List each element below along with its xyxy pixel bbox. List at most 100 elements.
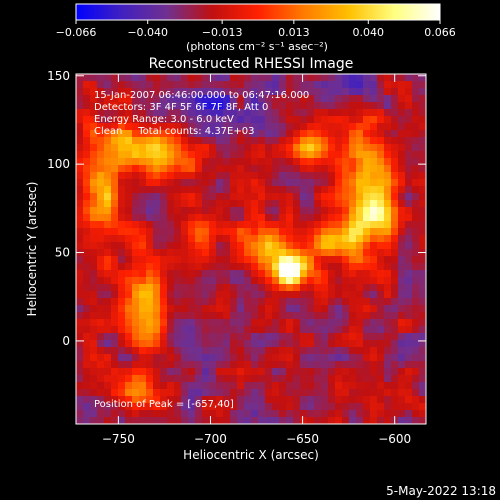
- heatmap-cell: [139, 389, 146, 396]
- heatmap-cell: [244, 396, 251, 403]
- heatmap-cell: [265, 312, 272, 319]
- heatmap-cell: [300, 319, 307, 326]
- heatmap-cell: [97, 158, 104, 165]
- heatmap-cell: [384, 74, 391, 81]
- heatmap-cell: [251, 270, 258, 277]
- heatmap-cell: [216, 165, 223, 172]
- heatmap-cell: [251, 214, 258, 221]
- heatmap-cell: [244, 207, 251, 214]
- heatmap-cell: [419, 410, 426, 417]
- heatmap-cell: [335, 284, 342, 291]
- heatmap-cell: [188, 207, 195, 214]
- heatmap-cell: [90, 375, 97, 382]
- heatmap-cell: [118, 95, 125, 102]
- heatmap-cell: [321, 417, 328, 424]
- heatmap-cell: [370, 410, 377, 417]
- heatmap-cell: [251, 361, 258, 368]
- heatmap-cell: [216, 81, 223, 88]
- heatmap-cell: [230, 361, 237, 368]
- heatmap-cell: [111, 368, 118, 375]
- heatmap-cell: [90, 270, 97, 277]
- heatmap-cell: [251, 151, 258, 158]
- heatmap-cell: [286, 312, 293, 319]
- heatmap-cell: [279, 256, 286, 263]
- heatmap-cell: [251, 284, 258, 291]
- heatmap-cell: [160, 263, 167, 270]
- heatmap-cell: [328, 263, 335, 270]
- heatmap-cell: [363, 333, 370, 340]
- heatmap-cell: [370, 277, 377, 284]
- heatmap-cell: [377, 396, 384, 403]
- heatmap-cell: [314, 214, 321, 221]
- heatmap-cell: [300, 242, 307, 249]
- heatmap-cell: [209, 123, 216, 130]
- heatmap-cell: [272, 172, 279, 179]
- heatmap-cell: [202, 263, 209, 270]
- heatmap-cell: [384, 95, 391, 102]
- heatmap-cell: [167, 151, 174, 158]
- heatmap-cell: [104, 109, 111, 116]
- heatmap-cell: [111, 88, 118, 95]
- heatmap-cell: [307, 389, 314, 396]
- heatmap-cell: [321, 333, 328, 340]
- heatmap-cell: [419, 116, 426, 123]
- heatmap-cell: [398, 319, 405, 326]
- x-ticks: −750 −700 −650 −600: [102, 74, 411, 446]
- heatmap-cell: [314, 116, 321, 123]
- heatmap-cell: [307, 284, 314, 291]
- heatmap-cell: [405, 396, 412, 403]
- heatmap-cell: [293, 144, 300, 151]
- heatmap-cell: [216, 340, 223, 347]
- heatmap-cell: [132, 228, 139, 235]
- heatmap-cell: [230, 403, 237, 410]
- heatmap-cell: [153, 102, 160, 109]
- heatmap-cell: [139, 214, 146, 221]
- heatmap-cell: [405, 333, 412, 340]
- heatmap-cell: [307, 123, 314, 130]
- heatmap-cell: [244, 200, 251, 207]
- heatmap-cell: [132, 200, 139, 207]
- heatmap-cell: [412, 347, 419, 354]
- heatmap-cell: [223, 123, 230, 130]
- heatmap-cell: [286, 144, 293, 151]
- heatmap-cell: [118, 375, 125, 382]
- heatmap-cell: [153, 368, 160, 375]
- heatmap-cell: [384, 137, 391, 144]
- heatmap-cell: [321, 109, 328, 116]
- heatmap-cell: [384, 256, 391, 263]
- heatmap-cell: [377, 158, 384, 165]
- heatmap-cell: [104, 403, 111, 410]
- heatmap-cell: [181, 207, 188, 214]
- heatmap-cell: [181, 389, 188, 396]
- heatmap-cell: [377, 151, 384, 158]
- heatmap-cell: [76, 284, 83, 291]
- heatmap-cell: [384, 144, 391, 151]
- heatmap-cell: [328, 291, 335, 298]
- heatmap-cell: [167, 270, 174, 277]
- heatmap-cell: [202, 81, 209, 88]
- heatmap-cell: [167, 256, 174, 263]
- heatmap-cell: [209, 319, 216, 326]
- heatmap-cell: [321, 214, 328, 221]
- heatmap-cell: [251, 347, 258, 354]
- heatmap-cell: [398, 403, 405, 410]
- heatmap-cell: [398, 144, 405, 151]
- heatmap-cell: [237, 305, 244, 312]
- heatmap-cell: [237, 403, 244, 410]
- heatmap-cell: [314, 375, 321, 382]
- heatmap-cell: [293, 116, 300, 123]
- heatmap-cell: [335, 193, 342, 200]
- heatmap-cell: [363, 249, 370, 256]
- heatmap-cell: [293, 158, 300, 165]
- heatmap-cell: [384, 228, 391, 235]
- heatmap-cell: [405, 256, 412, 263]
- heatmap-cell: [335, 228, 342, 235]
- heatmap-cell: [223, 291, 230, 298]
- heatmap-cell: [377, 214, 384, 221]
- heatmap-cell: [153, 193, 160, 200]
- heatmap-cell: [412, 165, 419, 172]
- heatmap-cell: [307, 165, 314, 172]
- heatmap-cell: [300, 347, 307, 354]
- heatmap-cell: [153, 389, 160, 396]
- heatmap-cell: [272, 214, 279, 221]
